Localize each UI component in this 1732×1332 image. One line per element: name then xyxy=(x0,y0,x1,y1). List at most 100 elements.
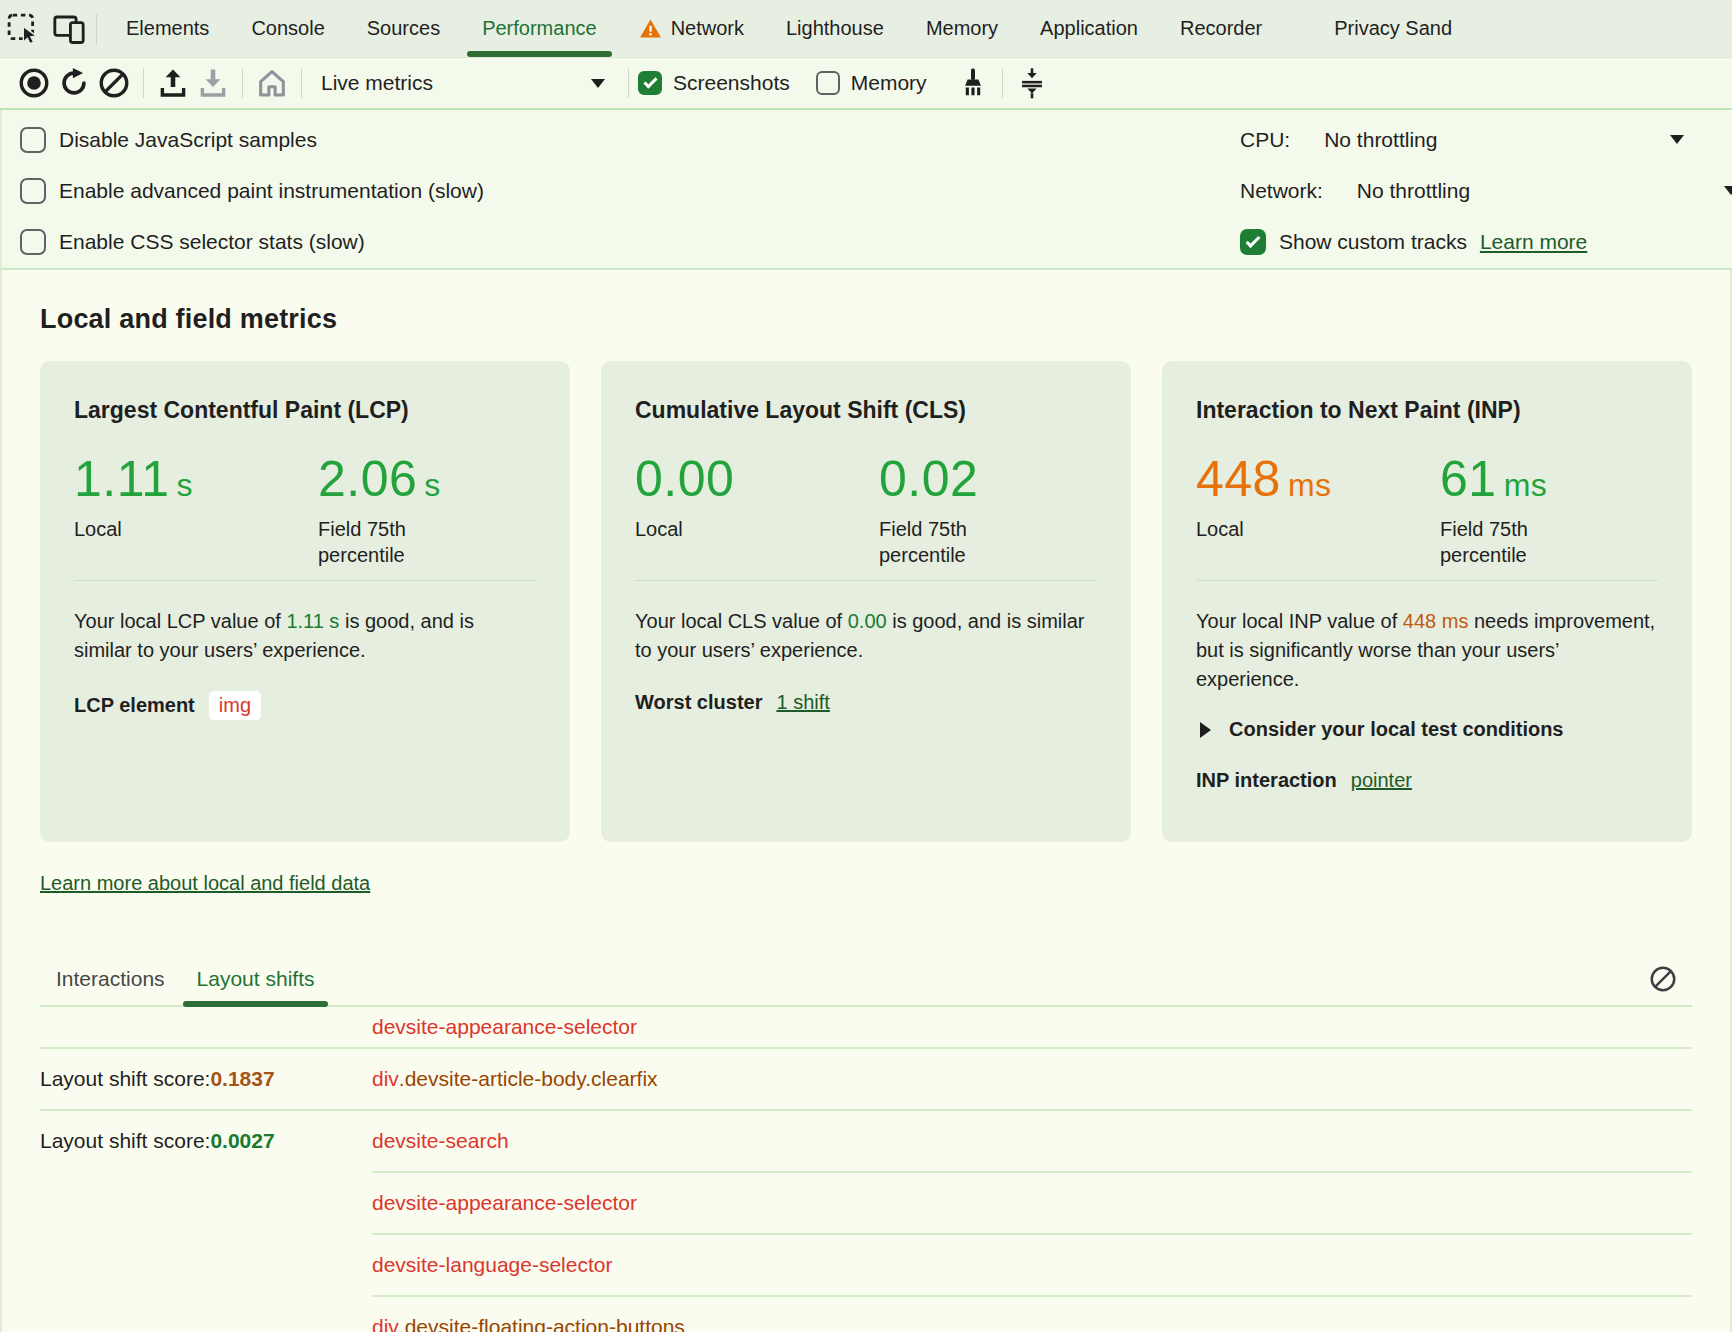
collapse-panel-button[interactable] xyxy=(1012,64,1052,102)
worst-cluster-shift-link[interactable]: 1 shift xyxy=(776,691,829,714)
load-profile-button[interactable] xyxy=(153,64,193,102)
lcp-local-inline-value: 1.11 s xyxy=(286,610,339,632)
screenshots-label: Screenshots xyxy=(673,71,790,95)
local-label: Local xyxy=(74,516,234,542)
clear-log-button[interactable] xyxy=(1648,964,1678,994)
tab-recorder[interactable]: Recorder xyxy=(1159,0,1283,57)
devtools-tabbar: Elements Console Sources Performance Net… xyxy=(0,0,1732,58)
table-row: Layout shift score: 0.0027 devsite-searc… xyxy=(40,1109,1692,1171)
gc-collect-button[interactable] xyxy=(953,64,993,102)
card-divider xyxy=(635,580,1097,581)
broom-icon xyxy=(956,66,990,100)
performance-toolbar: Live metrics Screenshots Memory xyxy=(0,58,1732,110)
tab-label: Network xyxy=(671,17,744,40)
tab-privacy-sandbox[interactable]: Privacy Sand xyxy=(1313,0,1473,57)
score-label: Layout shift score: xyxy=(40,1067,210,1091)
toolbar-separator xyxy=(143,68,144,98)
device-toolbar-button[interactable] xyxy=(46,0,92,57)
inp-card-title: Interaction to Next Paint (INP) xyxy=(1196,397,1658,424)
score-cell: Layout shift score: 0.0027 xyxy=(40,1111,372,1171)
memory-label: Memory xyxy=(851,71,927,95)
selected-tab-indicator xyxy=(183,1001,329,1007)
field-percentile-label: Field 75th percentile xyxy=(1440,516,1600,568)
home-button[interactable] xyxy=(252,64,292,102)
triangle-right-icon xyxy=(1200,722,1211,738)
lcp-element-label: LCP element xyxy=(74,694,195,717)
show-custom-tracks-checkbox[interactable] xyxy=(1240,229,1266,255)
table-row: devsite-appearance-selector xyxy=(40,1007,1692,1047)
element-link[interactable]: devsite-appearance-selector xyxy=(372,1007,1692,1047)
score-label: Layout shift score: xyxy=(40,1129,210,1153)
toolbar-separator xyxy=(628,68,629,98)
show-custom-tracks-row: Show custom tracks Learn more xyxy=(1240,216,1732,267)
element-link[interactable]: devsite-appearance-selector xyxy=(372,1171,1692,1233)
panel-mode-dropdown[interactable]: Live metrics xyxy=(311,64,619,102)
memory-checkbox[interactable]: Memory xyxy=(816,71,927,95)
record-icon xyxy=(17,66,51,100)
local-test-conditions-disclosure[interactable]: Consider your local test conditions xyxy=(1196,718,1658,741)
tab-label: Interactions xyxy=(56,967,165,991)
element-link[interactable]: devsite-language-selector xyxy=(372,1233,1692,1295)
tab-label: Sources xyxy=(367,17,440,40)
save-profile-button[interactable] xyxy=(193,64,233,102)
inp-interaction-link[interactable]: pointer xyxy=(1351,769,1412,792)
screenshots-checkbox[interactable]: Screenshots xyxy=(638,71,790,95)
cpu-throttling-value: No throttling xyxy=(1324,128,1437,152)
tab-interactions[interactable]: Interactions xyxy=(40,953,181,1005)
custom-tracks-learn-more-link[interactable]: Learn more xyxy=(1480,230,1587,254)
tab-lighthouse[interactable]: Lighthouse xyxy=(765,0,905,57)
tab-layout-shifts[interactable]: Layout shifts xyxy=(181,953,331,1005)
element-link[interactable]: div.devsite-floating-action-buttons xyxy=(372,1295,1692,1332)
record-and-reload-button[interactable] xyxy=(54,64,94,102)
tab-console[interactable]: Console xyxy=(230,0,345,57)
warning-icon xyxy=(639,17,662,40)
clear-button[interactable] xyxy=(94,64,134,102)
lcp-local-value-block: 1.11s Local xyxy=(74,450,318,580)
card-divider xyxy=(1196,580,1658,581)
lcp-card: Largest Contentful Paint (LCP) 1.11s Loc… xyxy=(40,361,570,842)
tab-label: Layout shifts xyxy=(197,967,315,991)
chevron-down-icon xyxy=(1670,135,1684,144)
table-row: Layout shift score: 0.1837 div.devsite-a… xyxy=(40,1047,1692,1109)
tab-elements[interactable]: Elements xyxy=(105,0,230,57)
element-link[interactable]: devsite-search xyxy=(372,1111,1692,1171)
tab-performance[interactable]: Performance xyxy=(461,0,618,57)
lcp-card-title: Largest Contentful Paint (LCP) xyxy=(74,397,536,424)
checkbox-unchecked-icon xyxy=(20,127,46,153)
record-button[interactable] xyxy=(14,64,54,102)
lcp-element-node-link[interactable]: img xyxy=(209,691,261,720)
cls-field-value: 0.02 xyxy=(879,450,1097,508)
inp-local-inline-value: 448 ms xyxy=(1403,610,1469,632)
tab-label: Application xyxy=(1040,17,1138,40)
worst-cluster-label: Worst cluster xyxy=(635,691,762,714)
tab-sources[interactable]: Sources xyxy=(346,0,461,57)
panel-mode-value: Live metrics xyxy=(321,71,433,95)
tab-memory[interactable]: Memory xyxy=(905,0,1019,57)
network-throttling-dropdown[interactable]: Network: No throttling xyxy=(1240,165,1732,216)
score-value: 0.0027 xyxy=(210,1129,274,1153)
tab-network[interactable]: Network xyxy=(618,0,765,57)
cpu-throttling-dropdown[interactable]: CPU: No throttling xyxy=(1240,114,1732,165)
element-link[interactable]: div.devsite-article-body.clearfix xyxy=(372,1049,1692,1109)
lcp-element-row: LCP element img xyxy=(74,691,536,720)
tab-label: Lighthouse xyxy=(786,17,884,40)
cls-worst-cluster-row: Worst cluster 1 shift xyxy=(635,691,1097,714)
checkbox-unchecked-icon xyxy=(20,178,46,204)
table-row: devsite-language-selector xyxy=(40,1233,1692,1295)
lcp-field-value: 2.06s xyxy=(318,450,536,508)
local-field-learn-more-link[interactable]: Learn more about local and field data xyxy=(40,872,370,895)
throttling-settings: CPU: No throttling Network: No throttlin… xyxy=(1240,114,1732,267)
inp-interaction-row: INP interaction pointer xyxy=(1196,769,1658,792)
score-value: 0.1837 xyxy=(210,1067,274,1091)
lcp-local-value: 1.11s xyxy=(74,450,318,508)
collapse-icon xyxy=(1015,66,1049,100)
block-icon xyxy=(97,66,131,100)
show-custom-tracks-label: Show custom tracks xyxy=(1279,230,1467,254)
css-selector-stats-label: Enable CSS selector stats (slow) xyxy=(59,230,365,254)
tab-application[interactable]: Application xyxy=(1019,0,1159,57)
inspect-element-button[interactable] xyxy=(0,0,46,57)
metric-cards: Largest Contentful Paint (LCP) 1.11s Loc… xyxy=(40,361,1692,842)
live-metrics-view: Local and field metrics Largest Contentf… xyxy=(0,270,1732,1332)
lcp-field-value-block: 2.06s Field 75th percentile xyxy=(318,450,536,580)
upload-icon xyxy=(156,66,190,100)
